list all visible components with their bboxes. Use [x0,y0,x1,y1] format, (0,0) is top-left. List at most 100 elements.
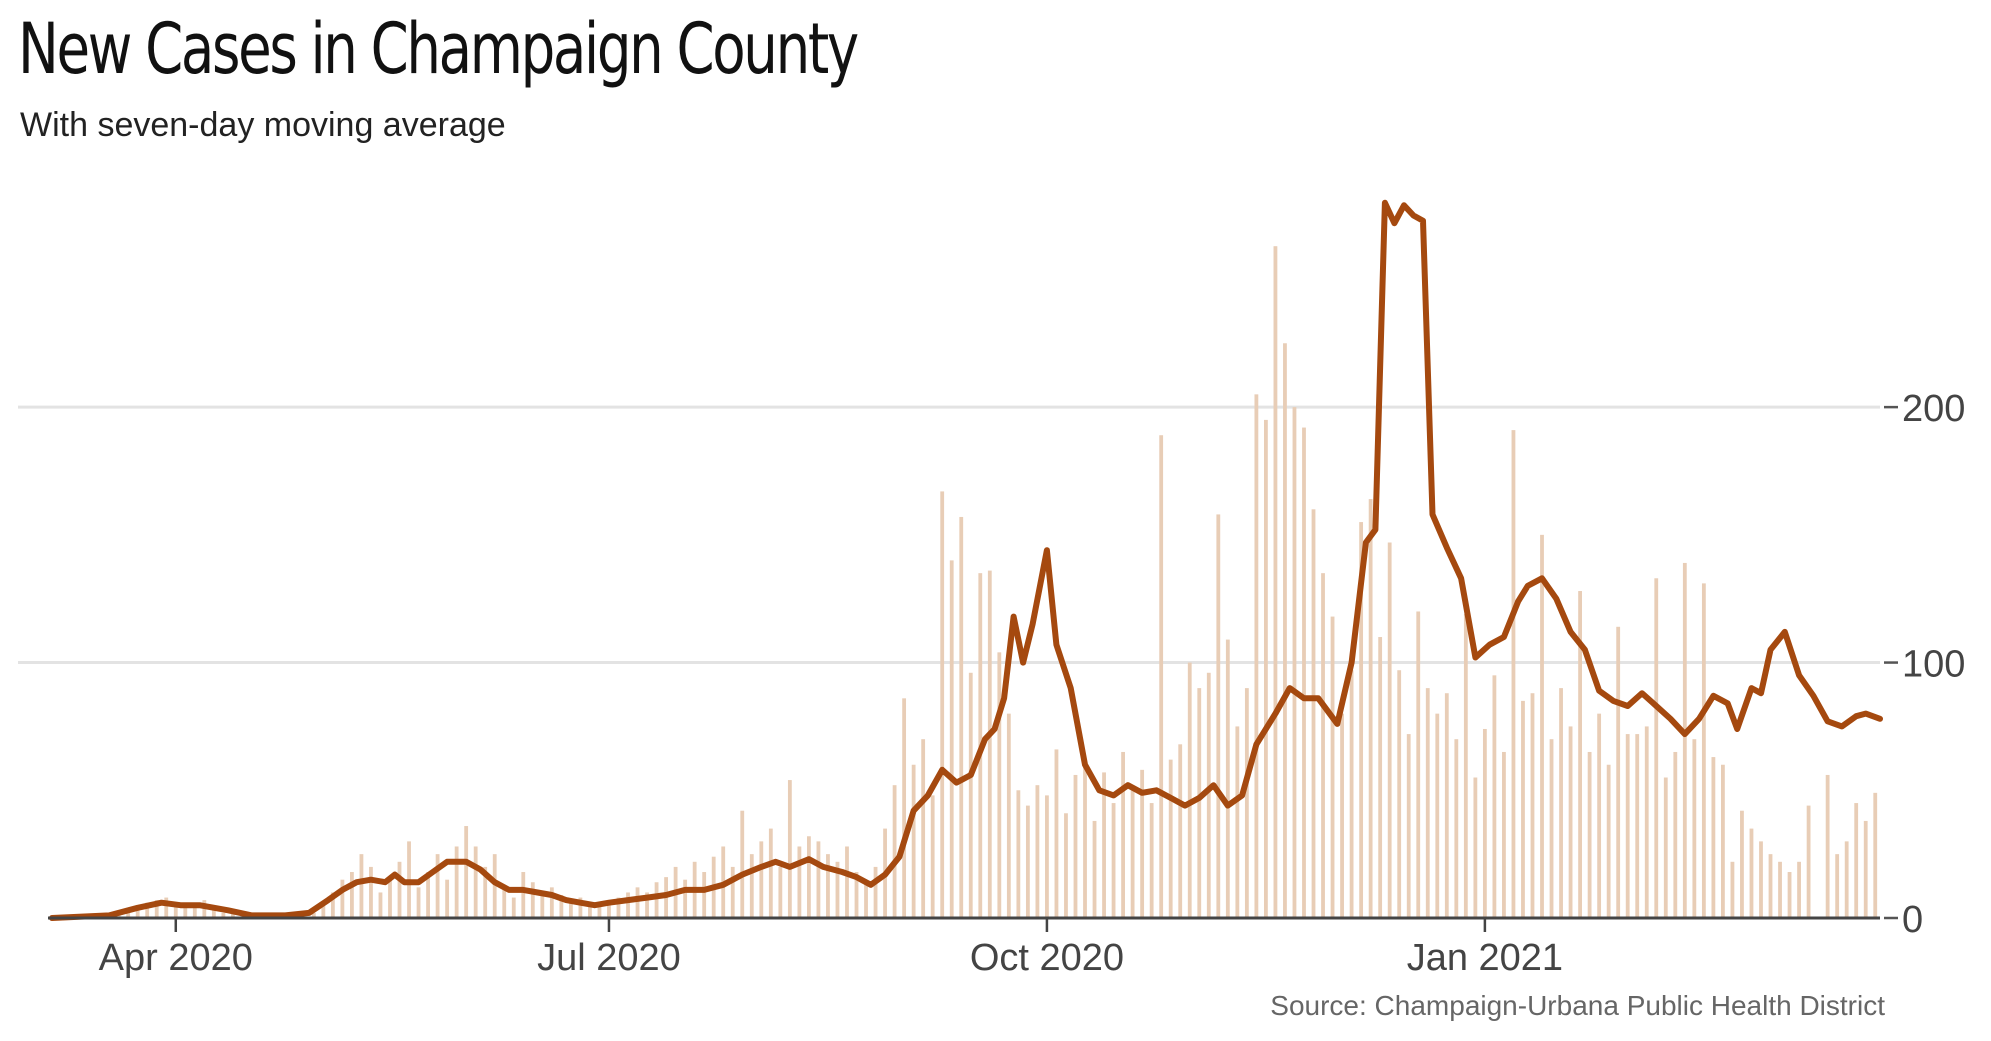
daily-case-bars [88,246,1878,919]
daily-case-bar [892,785,897,918]
daily-case-bar [645,892,649,918]
daily-case-bar [397,861,402,918]
daily-case-bar [1045,795,1049,918]
daily-case-bar [1768,854,1773,918]
x-tick-label: Jul 2020 [537,937,681,979]
daily-case-bar [749,854,754,918]
daily-case-bar [797,846,802,918]
daily-case-bar [350,872,354,918]
daily-case-bar [1149,803,1154,918]
daily-case-bar [588,902,592,918]
daily-case-bar [1025,805,1030,918]
daily-case-bar [1092,820,1097,918]
daily-case-bar [1549,739,1554,918]
daily-case-bar [1016,790,1021,918]
y-tick-label: 0 [1902,899,1923,941]
daily-case-bar [683,879,688,918]
daily-case-bar [1578,591,1582,918]
daily-case-bar [1321,573,1325,918]
daily-case-bar [635,887,640,918]
daily-case-bar [1511,430,1516,918]
daily-case-bar [1873,792,1878,918]
daily-case-bar [1568,726,1573,918]
daily-case-bar [1721,764,1725,918]
daily-case-bar [1854,803,1859,918]
x-tick-label: Oct 2020 [970,937,1124,979]
daily-case-bar [1216,514,1221,918]
daily-case-bar [568,900,573,918]
daily-case-bar [616,897,621,918]
daily-case-bar [1387,542,1392,918]
daily-case-bar [1244,688,1249,918]
daily-case-bar [730,866,735,918]
daily-case-bar [521,872,526,918]
daily-case-bar [502,887,507,918]
daily-case-bar [902,698,907,918]
daily-case-bar [135,905,140,918]
daily-case-bar [778,866,783,918]
daily-case-bar [1797,861,1801,918]
daily-case-bar [1006,713,1011,918]
daily-case-bar [654,882,659,918]
daily-case-bar [1197,688,1202,918]
daily-case-bar [340,879,345,918]
daily-case-bar [1530,693,1535,918]
daily-case-bar [321,905,326,918]
daily-case-bar [1102,772,1106,918]
daily-case-bar [183,905,188,918]
daily-case-bar [464,826,469,918]
daily-case-bar [1187,662,1192,918]
daily-case-bar [1035,785,1040,918]
daily-case-bar [1264,419,1268,918]
daily-case-bar [1378,637,1383,918]
daily-case-bar [807,836,811,918]
daily-case-bar [1140,769,1145,918]
daily-case-bar [1740,810,1744,918]
daily-case-bar [940,491,945,918]
gridlines [18,405,1880,665]
daily-case-bar [416,887,421,918]
daily-case-bar [1806,805,1811,918]
axes: 0 100 200 Apr 2020 Jul 2020 Oct 2020 Jan 2021 [48,388,1965,979]
daily-case-bar [1340,713,1344,918]
daily-case-bar [968,672,973,918]
daily-case-bar [578,897,583,918]
daily-case-bar [1225,639,1230,918]
daily-case-bar [854,872,859,918]
daily-case-bar [1435,713,1440,918]
daily-case-bar [864,882,868,918]
daily-case-bar [426,872,430,918]
moving-average-line [49,199,1883,921]
daily-case-bar [1654,578,1659,918]
daily-case-bar [1730,861,1735,918]
daily-case-bar [1835,854,1840,918]
daily-case-bar [1273,246,1278,919]
daily-case-bar [1121,751,1125,918]
daily-case-bar [1673,751,1678,918]
daily-case-bar [1454,739,1459,918]
daily-case-bar [221,912,226,918]
daily-case-bar [1330,616,1335,918]
daily-case-bar [1064,813,1068,918]
daily-case-bar [1416,611,1421,918]
daily-case-bar [930,795,935,918]
daily-case-bar [1778,861,1782,918]
daily-case-bar [483,866,488,918]
daily-case-bar [740,810,745,918]
daily-case-bar [702,872,707,918]
daily-case-bar [1635,734,1640,918]
daily-case-bar [911,764,916,918]
daily-case-bar [154,900,159,918]
daily-case-bar [1559,688,1563,918]
daily-case-bar [1597,713,1602,918]
daily-case-bar [1587,751,1592,918]
moving-average-path [49,199,1883,921]
daily-case-bar [549,887,554,918]
x-tick-label: Jan 2021 [1407,937,1563,979]
daily-case-bar [330,892,335,918]
daily-case-bar [1111,803,1116,918]
daily-case-bar [369,866,373,918]
daily-case-bar [1749,828,1754,918]
chart-source: Source: Champaign-Urbana Public Health D… [1270,990,1885,1021]
daily-case-bar [597,905,602,918]
